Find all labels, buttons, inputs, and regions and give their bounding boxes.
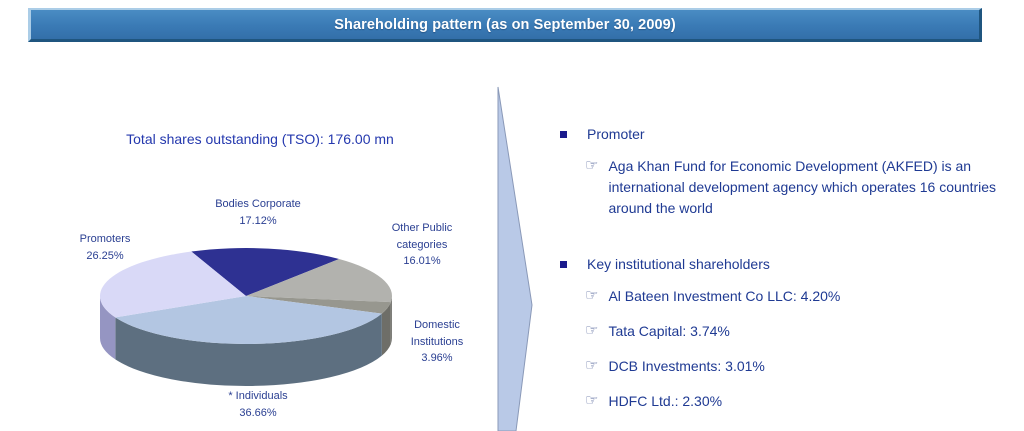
bullet-item-text: HDFC Ltd.: 2.30% xyxy=(608,393,723,409)
bullet-heading: Key institutional shareholders xyxy=(587,256,770,272)
bullet-item: ☞ DCB Investments: 3.01% xyxy=(585,356,1004,377)
pie-label-text: Bodies Corporate xyxy=(215,198,301,210)
pie-label-text: Other Public categories xyxy=(391,222,453,251)
pie-label-promoters: Promoters 26.25% xyxy=(58,231,152,264)
header-bar: Shareholding pattern (as on September 30… xyxy=(28,8,982,42)
pie-label-percent: 3.96% xyxy=(421,352,453,364)
pie-label-other-public: Other Public categories 16.01% xyxy=(382,220,462,270)
right-panel: Promoter ☞ Aga Khan Fund for Economic De… xyxy=(556,126,1004,412)
pie-label-text: * Individuals xyxy=(228,390,288,402)
pie-label-percent: 17.12% xyxy=(239,214,277,227)
pointing-hand-icon: ☞ xyxy=(585,287,599,304)
bullet-square-icon xyxy=(560,261,567,268)
bullet-item-text: DCB Investments: 3.01% xyxy=(608,358,765,374)
pie-label-domestic-institutions: Domestic Institutions 3.96% xyxy=(395,317,479,367)
pie-chart xyxy=(99,248,392,387)
bullet-item-text: Tata Capital: 3.74% xyxy=(608,323,730,339)
bullet-heading-row: Promoter xyxy=(556,126,1004,142)
pointing-hand-icon: ☞ xyxy=(585,322,599,339)
bullet-item-text: Al Bateen Investment Co LLC: 4.20% xyxy=(608,288,841,304)
section-promoter: Promoter ☞ Aga Khan Fund for Economic De… xyxy=(556,126,1004,219)
header-title: Shareholding pattern (as on September 30… xyxy=(334,16,676,33)
pointing-hand-icon: ☞ xyxy=(585,392,599,409)
pie-label-percent: 36.66% xyxy=(239,406,277,419)
bullet-item: ☞ Tata Capital: 3.74% xyxy=(585,321,1004,342)
pie-label-percent: 16.01% xyxy=(403,255,441,267)
pie-label-bodies-corporate: Bodies Corporate 17.12% xyxy=(193,196,323,229)
pointing-hand-icon: ☞ xyxy=(585,157,599,174)
pie-label-text: Promoters xyxy=(79,233,131,245)
bullet-item: ☞ Al Bateen Investment Co LLC: 4.20% xyxy=(585,286,1004,307)
bullet-item: ☞ HDFC Ltd.: 2.30% xyxy=(585,391,1004,412)
pie-label-percent: 26.25% xyxy=(86,249,124,262)
pie-label-text: Domestic Institutions xyxy=(410,319,464,348)
pie-label-individuals: * Individuals 36.66% xyxy=(193,388,323,421)
bullet-square-icon xyxy=(560,131,567,138)
chart-title: Total shares outstanding (TSO): 176.00 m… xyxy=(126,131,394,147)
bullet-item-text: Aga Khan Fund for Economic Development (… xyxy=(608,158,997,216)
pointing-hand-icon: ☞ xyxy=(585,357,599,374)
bullet-item: ☞ Aga Khan Fund for Economic Development… xyxy=(585,156,1004,219)
bullet-heading-row: Key institutional shareholders xyxy=(556,256,1004,272)
section-key-shareholders: Key institutional shareholders ☞ Al Bate… xyxy=(556,256,1004,412)
bullet-heading: Promoter xyxy=(587,126,645,142)
